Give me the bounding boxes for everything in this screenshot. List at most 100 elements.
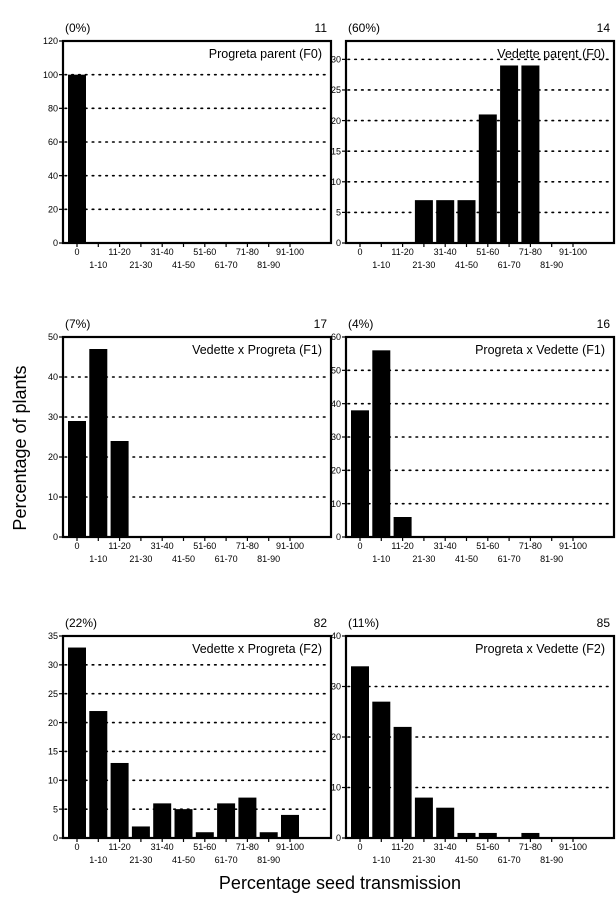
x-tick-label: 11-20 [391, 247, 413, 257]
bar [89, 349, 108, 537]
x-tick-label: 91-100 [276, 842, 304, 852]
x-tick-label: 41-50 [455, 260, 478, 270]
x-tick-label: 51-60 [193, 541, 216, 551]
y-tick-label: 30 [48, 660, 58, 670]
y-tick-label: 10 [331, 499, 341, 509]
x-tick-label: 21-30 [129, 554, 152, 564]
y-tick-label: 100 [43, 70, 58, 80]
bar [372, 350, 391, 537]
y-tick-label: 40 [48, 372, 58, 382]
sample-size-label: 85 [597, 616, 611, 630]
x-tick-label: 41-50 [172, 855, 195, 865]
bar [414, 200, 433, 243]
bar [351, 666, 369, 838]
sample-size-label: 16 [597, 317, 611, 331]
x-tick-label: 71-80 [519, 541, 542, 551]
y-tick-label: 10 [48, 775, 58, 785]
x-tick-label: 31-40 [151, 842, 174, 852]
y-tick-label: 40 [331, 631, 341, 641]
x-tick-label: 0 [74, 541, 79, 551]
percent-annotation: (22%) [65, 616, 97, 630]
chart-title: Vedette parent (F0) [497, 47, 605, 61]
percent-annotation: (0%) [65, 21, 90, 35]
x-tick-label: 81-90 [540, 554, 563, 564]
x-tick-label: 1-10 [89, 554, 107, 564]
bar [500, 65, 519, 243]
bar [68, 74, 86, 244]
percent-annotation: (7%) [65, 317, 90, 331]
y-tick-label: 10 [331, 783, 341, 793]
x-tick-label: 91-100 [276, 541, 304, 551]
y-tick-label: 20 [48, 205, 58, 215]
x-tick-label: 1-10 [372, 554, 390, 564]
bar [217, 803, 236, 838]
x-tick-label: 0 [357, 247, 362, 257]
y-tick-label: 0 [53, 833, 58, 843]
bar [68, 421, 86, 537]
bar [478, 832, 497, 838]
bar [174, 809, 193, 838]
bar [521, 65, 540, 243]
y-tick-label: 20 [48, 452, 58, 462]
y-tick-label: 35 [48, 631, 58, 641]
y-tick-label: 10 [331, 177, 341, 187]
percent-annotation: (11%) [348, 616, 379, 630]
y-tick-label: 15 [331, 146, 341, 156]
bar [372, 701, 391, 838]
x-tick-label: 21-30 [412, 554, 435, 564]
x-tick-label: 61-70 [215, 855, 238, 865]
bar [110, 441, 129, 537]
x-tick-label: 61-70 [498, 554, 521, 564]
y-tick-label: 80 [48, 104, 58, 114]
x-tick-label: 91-100 [559, 247, 587, 257]
y-tick-label: 25 [48, 689, 58, 699]
bar [153, 803, 172, 838]
chart-panels: 02040608010012001-1011-2021-3031-4041-50… [43, 21, 616, 865]
bar [195, 832, 214, 838]
y-tick-label: 20 [331, 116, 341, 126]
sample-size-label: 11 [315, 21, 328, 35]
x-tick-label: 71-80 [519, 842, 542, 852]
y-tick-label: 25 [331, 85, 341, 95]
x-tick-label: 91-100 [276, 247, 304, 257]
x-tick-label: 1-10 [372, 260, 390, 270]
x-tick-label: 91-100 [559, 541, 587, 551]
x-tick-label: 11-20 [108, 247, 130, 257]
x-tick-label: 71-80 [236, 842, 259, 852]
x-tick-label: 31-40 [151, 247, 174, 257]
x-tick-label: 81-90 [540, 855, 563, 865]
y-tick-label: 20 [331, 732, 341, 742]
x-tick-label: 71-80 [519, 247, 542, 257]
y-tick-label: 0 [336, 238, 341, 248]
y-tick-label: 50 [48, 332, 58, 342]
x-tick-label: 81-90 [257, 260, 280, 270]
x-tick-label: 61-70 [498, 260, 521, 270]
y-tick-label: 40 [331, 399, 341, 409]
x-tick-label: 71-80 [236, 247, 259, 257]
y-tick-label: 0 [336, 833, 341, 843]
x-tick-label: 21-30 [129, 260, 152, 270]
x-tick-label: 31-40 [434, 842, 457, 852]
plot-frame [61, 634, 333, 840]
bar [259, 832, 278, 838]
bar [68, 647, 86, 838]
chart-title: Progreta parent (F0) [209, 47, 322, 61]
x-tick-label: 81-90 [257, 554, 280, 564]
y-tick-label: 20 [331, 466, 341, 476]
x-tick-label: 41-50 [172, 554, 195, 564]
y-tick-label: 5 [53, 804, 58, 814]
bar [131, 826, 150, 838]
y-tick-label: 0 [53, 238, 58, 248]
percent-annotation: (4%) [348, 317, 373, 331]
bar [110, 762, 129, 838]
bar [521, 832, 540, 838]
y-tick-label: 60 [331, 332, 341, 342]
x-tick-label: 41-50 [172, 260, 195, 270]
x-tick-label: 81-90 [257, 855, 280, 865]
y-tick-label: 30 [331, 682, 341, 692]
